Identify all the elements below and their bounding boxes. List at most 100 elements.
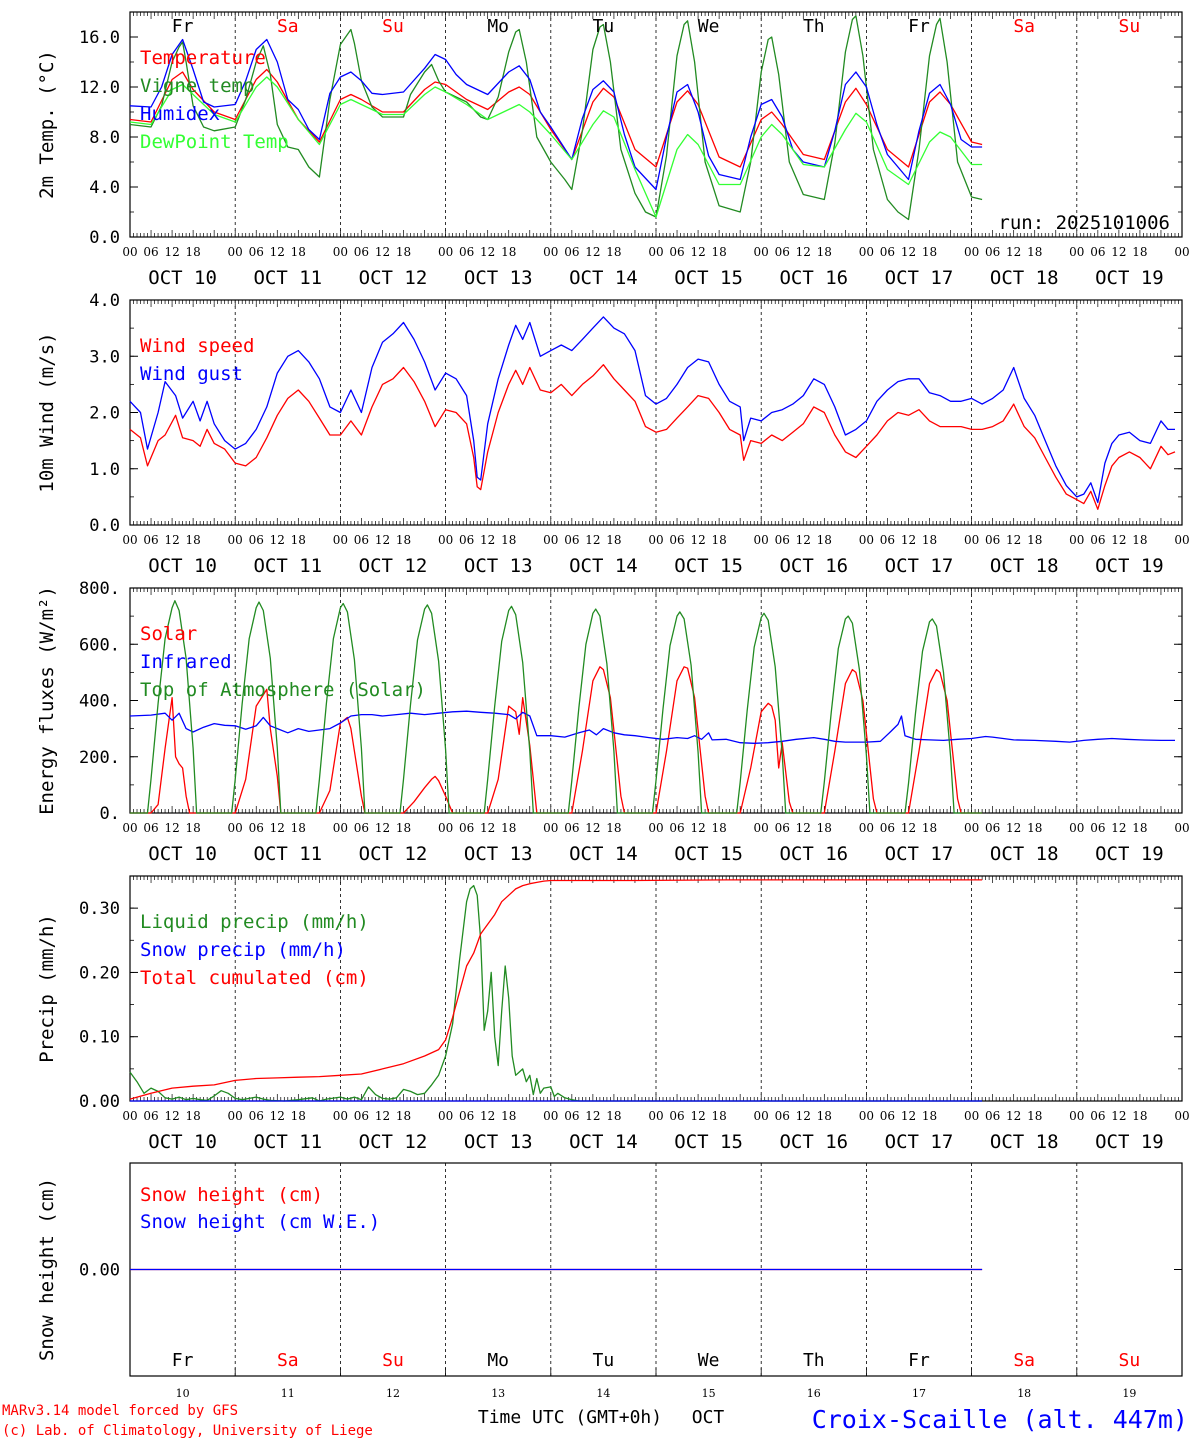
y-axis-label: Precip (mm/h): [36, 914, 58, 1063]
hour-tick-label: 18: [817, 533, 832, 547]
hour-tick-label: 12: [1006, 533, 1021, 547]
hour-tick-label: 06: [880, 1109, 895, 1123]
hour-tick-label: 18: [1132, 1109, 1147, 1123]
hour-tick-label: 06: [143, 1109, 158, 1123]
date-number: 11: [281, 1387, 295, 1400]
legend-entry: Wind speed: [140, 335, 254, 357]
hour-tick-label: 12: [270, 533, 285, 547]
day-name: Th: [803, 16, 825, 37]
hour-tick-label: 06: [985, 533, 1000, 547]
hour-tick-label: 18: [291, 533, 306, 547]
y-tick-label: 600.: [79, 635, 120, 655]
model-credit: MARv3.14 model forced by GFS: [2, 1403, 238, 1419]
hour-tick-label: 12: [1006, 245, 1021, 259]
hour-tick-label: 06: [775, 1109, 790, 1123]
hour-tick-label: 12: [796, 1109, 811, 1123]
day-name: Fr: [172, 1350, 194, 1371]
hour-tick-label: 06: [354, 245, 369, 259]
hour-tick-label: 00: [543, 821, 558, 835]
panel-3: 00 06 12 18 OCT 10 00 06 12 18 OCT 11 00 06 12 18 OCT …: [36, 875, 1190, 1153]
hour-tick-label: 12: [901, 821, 916, 835]
hour-tick-label: 06: [775, 821, 790, 835]
hour-tick-label: 12: [480, 1109, 495, 1123]
day-name: Sa: [1013, 16, 1035, 37]
date-label: OCT 12: [359, 843, 428, 865]
y-tick-label: 0.10: [79, 1028, 120, 1048]
y-tick-label: 8.0: [89, 128, 120, 148]
hour-tick-label: 12: [375, 821, 390, 835]
hour-tick-label: 18: [1132, 533, 1147, 547]
day-name: Tu: [593, 1350, 615, 1371]
hour-tick-label: 12: [690, 245, 705, 259]
run-annotation: run: 2025101006: [998, 212, 1170, 234]
hour-tick-label: 00: [964, 245, 979, 259]
series-line-solar: [130, 666, 983, 814]
hour-tick-label: 18: [606, 821, 621, 835]
hour-tick-label: 18: [711, 245, 726, 259]
hour-tick-label: 18: [396, 1109, 411, 1123]
y-tick-label: 200.: [79, 748, 120, 768]
hour-tick-label: 06: [985, 1109, 1000, 1123]
hour-tick-label: 00: [333, 245, 348, 259]
series-line-infrared: [129, 710, 1175, 744]
hour-tick-label: 00: [754, 245, 769, 259]
y-tick-label: 0.: [100, 804, 120, 824]
legend-entry: Humidex: [140, 103, 220, 125]
hour-tick-label: 18: [291, 821, 306, 835]
legend-entry: Snow height (cm W.E.): [140, 1211, 380, 1233]
date-label: OCT 11: [253, 843, 322, 865]
hour-tick-label: 12: [690, 821, 705, 835]
hour-tick-label: 12: [375, 245, 390, 259]
hour-tick-label: 06: [564, 1109, 579, 1123]
hour-tick-label: 18: [501, 245, 516, 259]
date-label: OCT 13: [464, 267, 533, 289]
y-tick-label: 4.0: [89, 291, 120, 311]
hour-tick-label: 18: [1132, 245, 1147, 259]
hour-tick-label: 00: [754, 533, 769, 547]
hour-tick-label: 06: [354, 533, 369, 547]
hour-tick-label: 00: [1069, 821, 1084, 835]
hour-tick-label: 06: [880, 245, 895, 259]
hour-tick-label: 00: [648, 1109, 663, 1123]
legend-entry: Solar: [140, 623, 197, 645]
date-label: OCT 18: [990, 555, 1059, 577]
date-number: 10: [176, 1387, 190, 1400]
date-number: 15: [702, 1387, 716, 1400]
hour-tick-label: 12: [1111, 821, 1126, 835]
hour-tick-label: 18: [1027, 245, 1042, 259]
date-label: OCT 10: [148, 843, 217, 865]
series-line-dewpoint-temp: [129, 76, 983, 218]
hour-tick-label: 12: [585, 245, 600, 259]
hour-tick-label: 12: [585, 1109, 600, 1123]
day-name: Th: [803, 1350, 825, 1371]
date-label: OCT 15: [674, 843, 743, 865]
y-tick-label: 12.0: [79, 78, 120, 98]
hour-tick-label: 18: [1132, 821, 1147, 835]
legend-entry: Infrared: [140, 651, 232, 673]
hour-tick-label: 18: [922, 821, 937, 835]
hour-tick-label: 12: [585, 533, 600, 547]
date-label: OCT 19: [1095, 843, 1164, 865]
date-label: OCT 11: [253, 267, 322, 289]
hour-tick-label: 06: [1090, 1109, 1105, 1123]
y-tick-label: 800.: [79, 579, 120, 599]
hour-tick-label: 12: [480, 245, 495, 259]
hour-tick-label: 00: [754, 821, 769, 835]
hour-tick-label: 12: [796, 533, 811, 547]
y-tick-label: 400.: [79, 692, 120, 712]
hour-tick-label: 12: [164, 1109, 179, 1123]
hour-tick-label: 00: [543, 245, 558, 259]
series-line-wind-gust: [129, 316, 1175, 504]
hour-tick-label: 06: [143, 821, 158, 835]
y-tick-label: 0.00: [79, 1092, 120, 1112]
hour-tick-label: 18: [711, 533, 726, 547]
hour-tick-label: 00: [1174, 533, 1189, 547]
hour-tick-label: 12: [480, 821, 495, 835]
hour-tick-label: 00: [859, 245, 874, 259]
hour-tick-label: 18: [185, 533, 200, 547]
day-name: Fr: [172, 16, 194, 37]
series-line-liquid-precip-mm-h-: [129, 884, 983, 1102]
hour-tick-label: 00: [228, 1109, 243, 1123]
y-tick-label: 3.0: [89, 347, 120, 367]
hour-tick-label: 00: [333, 1109, 348, 1123]
